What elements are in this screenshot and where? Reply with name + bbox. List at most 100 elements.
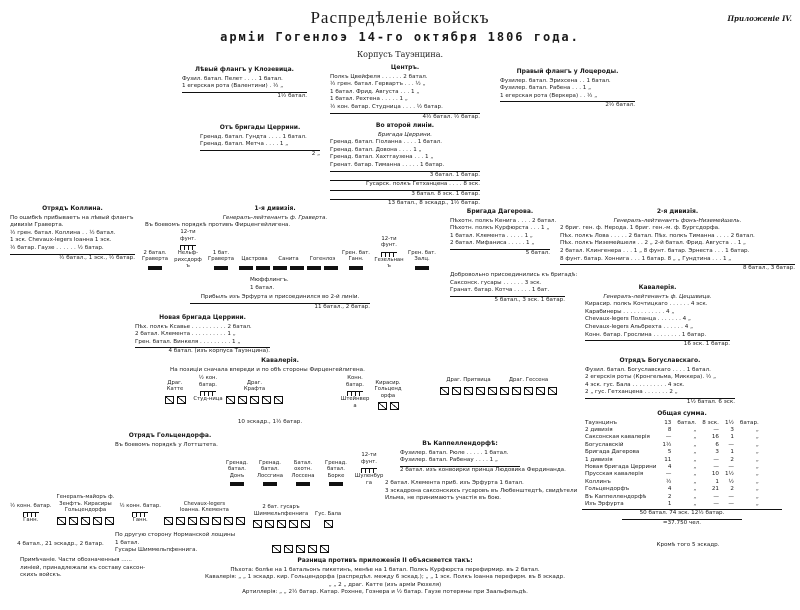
block-line: Кавалерія: „ „ 1 эскадр. кир. Гольцендор… — [205, 574, 565, 581]
unit: Драг. Притвица — [440, 377, 497, 395]
unit-label: Гренад. батал. Донъ — [226, 459, 248, 479]
cavalry-squadron-icon — [389, 402, 399, 410]
block-line: Chevaux-legers Альбрехта . . . . . . 4 „ — [585, 323, 693, 330]
summary-cell: 16 — [711, 434, 719, 441]
summary-cell: 1½ — [724, 419, 734, 426]
summary-row: 2 дивизія 8 „ — 3 „ — [582, 427, 762, 434]
cavalry-squadron-icon — [104, 516, 114, 525]
block-subheading: Бригада Церрини. — [377, 131, 433, 138]
cavalry-squadron-icon — [452, 386, 461, 395]
summary-row: Тауэнцинъ 13 батал. 8 эск. 1½ батар. — [582, 420, 762, 427]
unit-label: ½ кон. батар. — [198, 375, 218, 388]
cavalry-squadron-icon — [223, 516, 233, 525]
block-line: Гренад. батал. Метча . . . . 1 „ — [200, 141, 289, 148]
cavalry-squadron-icon — [164, 395, 174, 404]
block-div1-note: Прибылъ изъ Эрфурта и присоединился во 2… — [190, 294, 370, 311]
block-subheading: Генералъ-лейтенантъ ф. Цецшвица. — [603, 293, 712, 300]
formation-cav-line-rear: Драг. Притвица Драг. Гессена — [440, 377, 557, 395]
block-line: 3 эскадрона саксонскихъ гусаровъ въ Любе… — [385, 487, 578, 494]
block-div1: 1-я дивизія. Генералъ-лейтенантъ ф. Граве… — [145, 205, 405, 230]
summary-cell: Богуславскій — [585, 441, 624, 448]
summary-total: 50 батал. 74 эск. 12½ батар. — [582, 509, 782, 518]
unit-sublabel: Штейнвера — [340, 396, 370, 409]
unit-sublabel: Ганн. — [132, 517, 148, 523]
cavalry-squadron-icon — [308, 545, 317, 553]
summary-row: Прусская кавалерія — „ 10 1½ „ — [582, 471, 762, 478]
unit-symbols — [132, 509, 149, 517]
summary-cell: Изъ Эрфурта — [585, 501, 624, 508]
block-cavalry-left: Кавалерія. На позиціи сначала впереди и п… — [170, 357, 390, 374]
cavalry-squadron-icon — [276, 520, 286, 528]
unit-symbols — [415, 263, 429, 270]
unit: Гренад. батал. Лоссгина — [255, 460, 285, 486]
cavalry-squadron-icon — [296, 545, 305, 553]
block-line: 1 батал. Рехтена . . . . . 1 „ — [330, 96, 408, 103]
block-total: 13 батал., 8 эскадр., 1½ батар. — [330, 199, 480, 208]
unit: ½ кон. батар. Студ-ница — [193, 375, 223, 403]
summary-row: 1 дивизія 11 „ — 2 „ — [582, 457, 762, 464]
appendix-label: Приложеніе IV. — [727, 14, 792, 23]
summary-row: Коллинъ ½ „ 1 ½ „ — [582, 479, 762, 486]
unit-label: Санита — [278, 256, 299, 262]
block-line: ½ грен. батал. Коллина . . ½ батал. — [10, 229, 116, 236]
artillery-battery-icon — [22, 512, 39, 517]
block-line: По ошибкѣ прибываетъ на лѣвый флангъ — [10, 214, 134, 221]
cavalry-squadron-icon — [274, 395, 283, 404]
unit-symbols — [214, 263, 228, 270]
block-line: Фузил. батал. Пелет . . . . 1 батал. — [182, 75, 283, 82]
block-line: 1 батал. — [250, 284, 275, 291]
unit: Генералъ-майоръ ф. Зенфтъ. Кирасиры Голь… — [54, 494, 116, 525]
block-boguslavsky: Отрядъ Богуславскаго. Фузил. батал. Богус… — [585, 357, 735, 407]
unit-symbols — [381, 249, 397, 257]
block-total: 1½ батал. — [182, 91, 307, 101]
infantry-battalion-icon — [263, 482, 277, 486]
artillery-battery-icon — [381, 251, 397, 257]
block-total: 5 батал. — [450, 248, 550, 258]
unit-sublabel: Шуленбурга — [354, 473, 384, 486]
unit-label: ½ конн. батар. — [119, 502, 161, 509]
block-line: Гранат. батар. Котча . . . . . 1 бат. — [450, 287, 550, 294]
cavalry-squadron-icon — [500, 386, 509, 395]
block-line: „ „ 2 „ драг. Катте (изъ арміи Рюхеля) — [328, 581, 442, 588]
summary-row: Въ Каппеллендорфѣ 2 „ — — „ — [582, 494, 762, 501]
unit: 12-ти фунт. Нельф-рихсдорфъ — [173, 229, 203, 270]
block-tserrini-detach: Отъ бригады Церрини. Гренад. батал. Гундт… — [200, 124, 320, 158]
unit-symbols — [307, 263, 338, 270]
block-line: Артиллерія: „ „ 2½ батар. Катар. Рохнне,… — [242, 589, 528, 596]
block-line: Фузилер. батал. Эрихсена . . 1 батал. — [500, 77, 611, 84]
unit-symbols — [329, 479, 343, 486]
block-line: 2 батал. Клингенера . . . 1 „ 8 фунт. ба… — [560, 247, 750, 254]
block-line: 2 егерскія роты (Кронгельма, Миккера). ½… — [585, 374, 717, 381]
unit-symbols — [239, 263, 270, 270]
summary-cell: — — [728, 501, 734, 508]
cavalry-squadron-icon — [377, 402, 387, 410]
block-line: Саксонск. гусары . . . . . . 3 эск. — [450, 279, 542, 286]
block-line: Пѣхотн. полкъ Курфюрста . . . 1 „ — [450, 225, 550, 232]
block-line: дивизіи Граверта. — [10, 222, 64, 229]
block-line: 2 батал. Клемента приб. изъ Эрфурта 1 ба… — [385, 480, 524, 486]
unit: 2 батал. Граверта — [140, 250, 170, 270]
summary-cell: „ — [755, 456, 759, 463]
unit-label: Грен. бат. Залц. — [408, 249, 436, 263]
block-dagerova-vol: Добровольно присоединились къ бригадѣ: Са… — [450, 272, 577, 305]
block-total: 16 эск. 1 батар. — [585, 340, 730, 349]
summary-cell: 4 — [667, 486, 672, 493]
unit: Батал. охотн. Лоссена — [288, 460, 318, 486]
summary-cell: „ — [693, 449, 697, 456]
cavalry-squadron-icon — [250, 395, 259, 404]
summary-cell: 10 — [711, 471, 719, 478]
cavalry-squadron-icon — [300, 520, 310, 528]
unit-label: 12-ти фунт. — [180, 229, 196, 242]
block-total: 4 батал. (изъ корпуса Тауэнцина). — [135, 347, 270, 356]
summary-cell: „ — [693, 434, 697, 441]
block-line: 4 батал., 21 эскадр., 2 батар. — [17, 541, 104, 547]
summary-cell: 8 — [667, 427, 672, 433]
unit-symbols — [226, 393, 283, 404]
block-golz: Отрядъ Гольцендорфа. Въ боевомъ порядкѣ у… — [115, 432, 225, 449]
summary-cell: — — [713, 493, 719, 500]
cavalry-squadron-icon — [235, 516, 245, 525]
block-total: 4½ батал. ½ батар. — [330, 112, 480, 122]
unit-label: Гус. Бала — [315, 510, 342, 517]
block-line: 2 батал. Мифаниса . . . . . 1 „ — [450, 240, 535, 247]
block-total: 5 батал., 3 эск. 1 батар. — [450, 295, 565, 305]
